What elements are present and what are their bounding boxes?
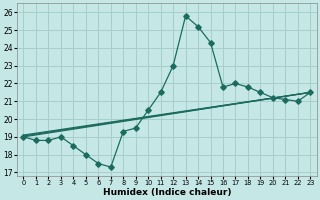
X-axis label: Humidex (Indice chaleur): Humidex (Indice chaleur)	[103, 188, 231, 197]
